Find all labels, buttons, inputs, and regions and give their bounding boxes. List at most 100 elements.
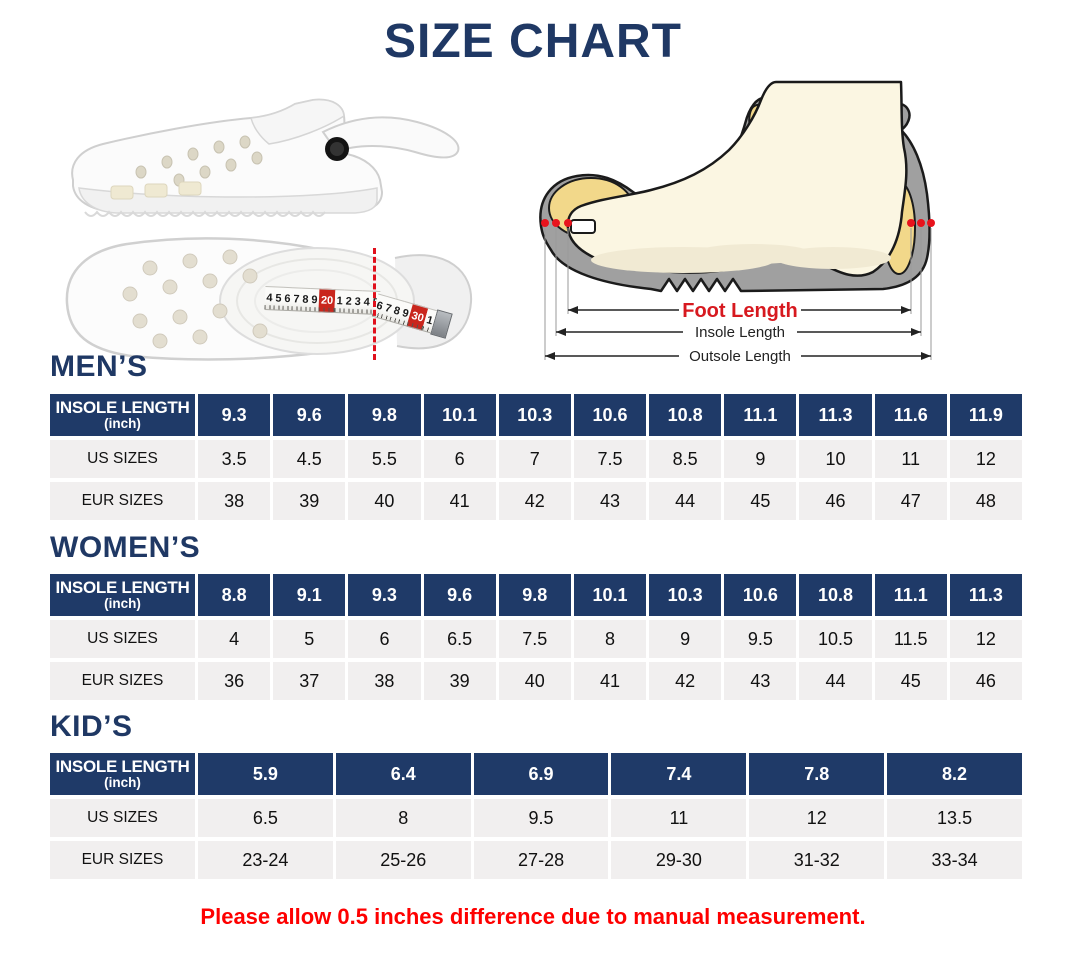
size-value-cell: 6.5 [423,620,496,658]
arrow-heads [545,306,931,360]
insole-length-value-cell: 9.8 [348,394,421,436]
measuring-tape: 4567892012345 [264,286,381,316]
size-value-cell: 9 [649,620,722,658]
size-value-cell: 38 [348,662,421,700]
size-value-cell: 46 [799,482,872,520]
insole-length-value-cell: 9.6 [273,394,346,436]
size-value-cell: 46 [949,662,1022,700]
insole-length-label: Insole Length [695,324,785,341]
insole-length-value-cell: 9.3 [348,574,421,616]
womens-size-table: INSOLE LENGTH (inch) 8.8 9.1 9.3 9.6 9.8 10.1 10… [50,574,1022,700]
row-label-cell: US SIZES [50,620,195,658]
size-value-cell: 37 [273,662,346,700]
size-value-cell: 47 [874,482,947,520]
size-value-cell: 33-34 [887,841,1022,879]
kids-section-title: KID’S [50,710,133,743]
insole-length-header-cell: INSOLE LENGTH (inch) [50,574,195,616]
size-value-cell: 38 [198,482,271,520]
size-value-cell: 6 [423,440,496,478]
size-value-cell: 29-30 [611,841,747,879]
insole-length-value-cell: 11.3 [949,574,1022,616]
size-value-cell: 40 [498,662,571,700]
size-value-cell: 10.5 [799,620,872,658]
page-title: SIZE CHART [384,15,682,68]
insole-length-value-cell: 6.9 [473,753,609,795]
measure-dots [541,219,935,227]
mens-size-table: INSOLE LENGTH (inch) 9.3 9.6 9.8 10.1 10.3 10.6… [50,394,1022,520]
size-value-cell: 13.5 [887,799,1022,837]
size-value-cell: 12 [749,799,885,837]
size-value-cell: 43 [573,482,647,520]
clog-illustration-svg [65,98,473,361]
guide-lines [544,228,932,360]
insole-length-header-cell: INSOLE LENGTH (inch) [50,753,195,795]
size-value-cell: 42 [649,662,722,700]
insole-length-value-cell: 8.2 [887,753,1022,795]
insole-length-value-cell: 11.6 [874,394,947,436]
size-value-cell: 45 [874,662,947,700]
insole-length-value-cell: 9.1 [273,574,346,616]
dashed-measure-line [373,248,376,360]
measure-arrows [545,309,931,357]
size-value-cell: 43 [724,662,797,700]
size-value-cell: 4.5 [273,440,346,478]
size-value-cell: 3.5 [198,440,271,478]
size-value-cell: 7.5 [573,440,647,478]
insole-length-value-cell: 9.3 [198,394,271,436]
measurement-note: Please allow 0.5 inches difference due t… [200,904,866,929]
insole-length-value-cell: 10.3 [498,394,571,436]
size-value-cell: 4 [198,620,271,658]
size-value-cell: 44 [649,482,722,520]
size-value-cell: 11 [874,440,947,478]
size-value-cell: 44 [799,662,872,700]
insole-length-value-cell: 10.1 [573,574,647,616]
size-value-cell: 36 [198,662,271,700]
insole-length-value-cell: 9.8 [498,574,571,616]
row-label-cell: EUR SIZES [50,841,195,879]
insole-length-value-cell: 11.1 [724,394,797,436]
insole-length-value-cell: 7.4 [611,753,747,795]
size-value-cell: 7 [498,440,571,478]
size-value-cell: 23-24 [198,841,333,879]
size-value-cell: 27-28 [473,841,609,879]
clog-side-view [71,98,460,217]
size-value-cell: 8 [335,799,471,837]
size-value-cell: 8.5 [649,440,722,478]
insole-length-value-cell: 7.8 [749,753,885,795]
insole-length-value-cell: 10.1 [423,394,496,436]
insole-length-value-cell: 10.8 [799,574,872,616]
insole-length-value-cell: 11.1 [874,574,947,616]
size-value-cell: 11.5 [874,620,947,658]
insole-length-value-cell: 10.6 [724,574,797,616]
size-value-cell: 8 [573,620,647,658]
row-label-cell: US SIZES [50,440,195,478]
insole-length-value-cell: 6.4 [335,753,471,795]
insole-length-header-cell: INSOLE LENGTH (inch) [50,394,195,436]
foot-shading [591,244,891,273]
size-value-cell: 5.5 [348,440,421,478]
toenail [570,219,596,234]
clog-top-holes [122,249,268,349]
outsole-length-label: Outsole Length [689,348,791,365]
size-value-cell: 12 [949,620,1022,658]
insole-length-value-cell: 10.3 [649,574,722,616]
size-value-cell: 45 [724,482,797,520]
size-value-cell: 31-32 [749,841,885,879]
foot-diagram-svg: Foot Length Insole Length Outsole Length [539,80,935,365]
row-label-cell: EUR SIZES [50,662,195,700]
size-value-cell: 10 [799,440,872,478]
insole-length-value-cell: 9.6 [423,574,496,616]
insole-length-value-cell: 5.9 [198,753,333,795]
row-label-cell: EUR SIZES [50,482,195,520]
size-value-cell: 40 [348,482,421,520]
size-value-cell: 7.5 [498,620,571,658]
insole-length-value-cell: 11.3 [799,394,872,436]
tape-number: 20 [318,288,336,314]
size-value-cell: 12 [949,440,1022,478]
foot-measurement-diagram: Foot Length Insole Length Outsole Length [533,78,1066,380]
size-value-cell: 41 [573,662,647,700]
womens-section-title: WOMEN’S [50,531,201,564]
size-value-cell: 25-26 [335,841,471,879]
